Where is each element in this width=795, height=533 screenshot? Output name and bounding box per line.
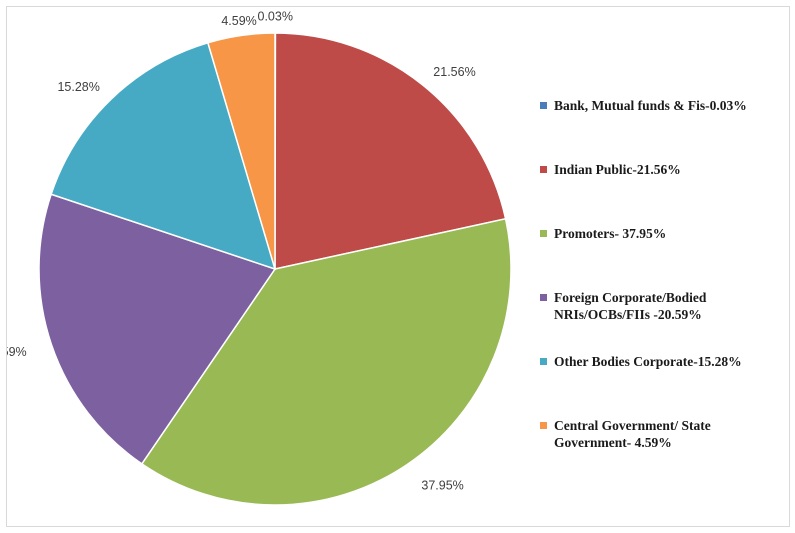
- pie-chart: 0.03% 21.56% 37.95% 20.59% 15.28% 4.59%: [7, 9, 512, 506]
- legend-swatch: [540, 102, 547, 109]
- legend-label: Promoters- 37.95%: [554, 226, 667, 241]
- legend-swatch: [540, 358, 547, 365]
- legend-item-indian-public: Indian Public-21.56%: [540, 161, 790, 178]
- legend-swatch: [540, 166, 547, 173]
- legend-swatch: [540, 230, 547, 237]
- pie-data-label: 15.28%: [57, 80, 99, 94]
- legend-swatch: [540, 294, 547, 301]
- legend-label: Foreign Corporate/Bodied NRIs/OCBs/FIIs …: [554, 290, 707, 322]
- pie-slice: [140, 217, 512, 506]
- legend-item-central-government: Central Government/ State Government- 4.…: [540, 417, 790, 451]
- pie-slice: [50, 41, 277, 271]
- legend-swatch: [540, 422, 547, 429]
- pie-data-label: 4.59%: [221, 14, 256, 28]
- pie-slice: [38, 193, 277, 465]
- legend-label: Central Government/ State Government- 4.…: [554, 418, 711, 450]
- pie-data-label: 21.56%: [433, 65, 475, 79]
- pie-data-label: 20.59%: [7, 345, 27, 359]
- legend-item-bank: Bank, Mutual funds & Fis-0.03%: [540, 97, 790, 114]
- pie-slice: [206, 32, 276, 270]
- legend-item-other-bodies: Other Bodies Corporate-15.28%: [540, 353, 790, 370]
- legend-label: Bank, Mutual funds & Fis-0.03%: [554, 98, 747, 113]
- legend-label: Indian Public-21.56%: [554, 162, 681, 177]
- pie-slices: [38, 32, 512, 506]
- pie-slice: [274, 32, 507, 270]
- legend-item-promoters: Promoters- 37.95%: [540, 225, 790, 242]
- pie-data-label: 0.03%: [258, 9, 293, 23]
- legend-label: Other Bodies Corporate-15.28%: [554, 354, 742, 369]
- pie-data-labels: 0.03% 21.56% 37.95% 20.59% 15.28% 4.59%: [7, 9, 476, 492]
- pie-data-label: 37.95%: [421, 479, 463, 493]
- chart-frame: 0.03% 21.56% 37.95% 20.59% 15.28% 4.59% Bank,…: [6, 6, 790, 527]
- legend-item-foreign-corporate: Foreign Corporate/Bodied NRIs/OCBs/FIIs …: [540, 289, 790, 323]
